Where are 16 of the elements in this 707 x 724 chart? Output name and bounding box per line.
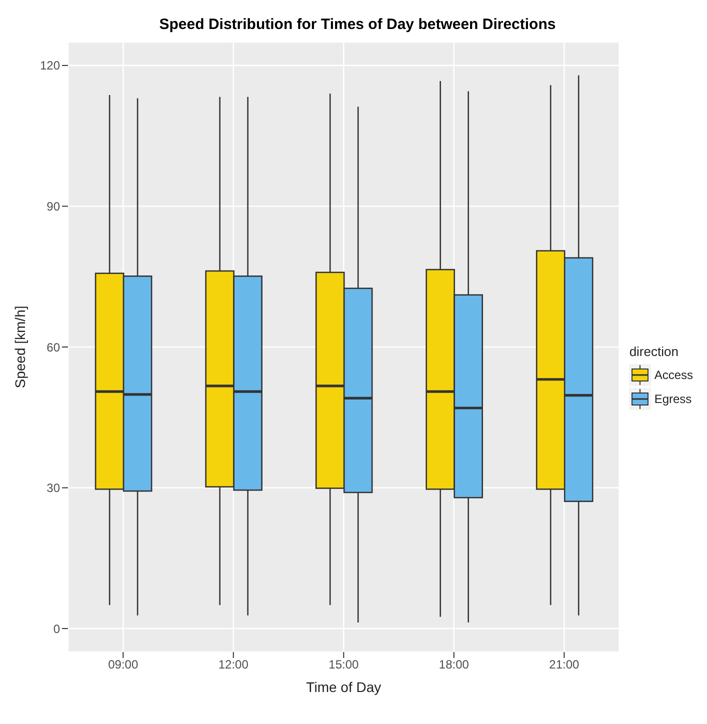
- legend-title: direction: [629, 344, 680, 358]
- y-tick-label: 60: [46, 340, 60, 354]
- x-tick-label: 09:00: [108, 658, 138, 672]
- chart-title: Speed Distribution for Times of Day between Directions: [158, 15, 557, 35]
- legend-label: Egress: [654, 392, 692, 406]
- x-axis-title: Time of Day: [306, 679, 382, 695]
- y-tick-label: 30: [46, 481, 60, 496]
- y-tick-label: 120: [40, 58, 60, 73]
- y-tick-label: 0: [53, 622, 60, 636]
- legend-label: Access: [654, 368, 693, 382]
- x-tick-label: 21:00: [549, 658, 580, 672]
- x-tick-label: 15:00: [328, 658, 359, 672]
- x-tick-label: 12:00: [218, 658, 249, 672]
- y-tick-label: 90: [46, 199, 60, 214]
- y-axis-title: Speed [km/h]: [12, 306, 28, 388]
- x-tick-label: 18:00: [438, 658, 470, 672]
